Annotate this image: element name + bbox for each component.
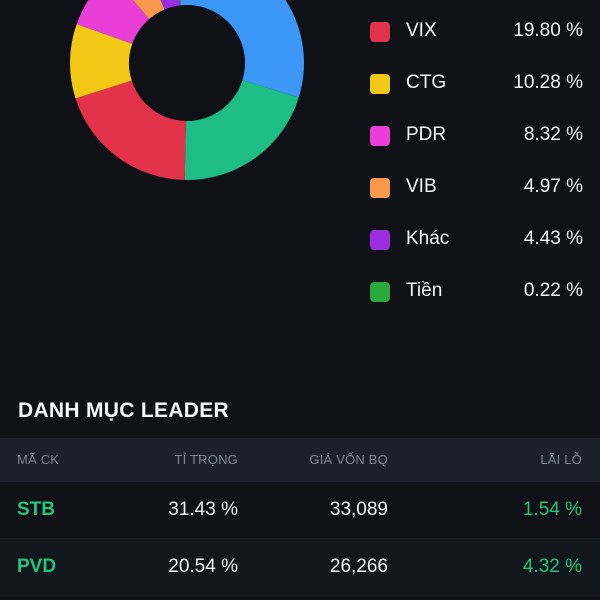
legend-value: 4.97 %: [523, 176, 583, 197]
header-weight[interactable]: TỈ TRỌNG: [174, 452, 238, 467]
legend-value: 4.43 %: [523, 228, 583, 249]
cell-pnl: 1.54 %: [522, 499, 582, 520]
allocation-legend: VIX 19.80 % CTG 10.28 % PDR 8.32 % VIB 4…: [370, 14, 585, 326]
legend-value: 0.22 %: [523, 280, 583, 301]
donut-slice-stb[interactable]: [175, 0, 304, 98]
legend-swatch: [370, 74, 390, 94]
legend-value: 19.80 %: [513, 20, 583, 41]
cell-pnl: 4.32 %: [522, 556, 582, 577]
legend-item-tien[interactable]: Tiền 0.22 %: [370, 274, 585, 326]
legend-item-khac[interactable]: Khác 4.43 %: [370, 222, 585, 274]
legend-item-ctg[interactable]: CTG 10.28 %: [370, 66, 585, 118]
cell-weight: 20.54 %: [168, 556, 238, 577]
donut-slice-vib[interactable]: [111, 0, 165, 19]
leader-table: MÃ CK TỈ TRỌNG GIÁ VỐN BQ LÃI LỖ STB 31.…: [0, 438, 600, 596]
legend-item-vib[interactable]: VIB 4.97 %: [370, 170, 585, 222]
legend-item-pdr[interactable]: PDR 8.32 %: [370, 118, 585, 170]
donut-slice-pdr[interactable]: [76, 0, 150, 44]
donut-slice-vix[interactable]: [75, 80, 186, 180]
header-ticker[interactable]: MÃ CK: [17, 452, 60, 467]
legend-label: VIB: [406, 176, 437, 197]
table-row-pvd[interactable]: PVD 20.54 % 26,266 4.32 %: [0, 539, 600, 596]
legend-swatch: [370, 22, 390, 42]
legend-swatch: [370, 230, 390, 250]
section-title-leader: DANH MỤC LEADER: [18, 399, 229, 422]
cell-ticker: PVD: [17, 556, 57, 577]
table-row-stb[interactable]: STB 31.43 % 33,089 1.54 %: [0, 482, 600, 539]
header-pnl[interactable]: LÃI LỖ: [540, 452, 582, 467]
legend-label: Tiền: [406, 280, 443, 301]
legend-label: PDR: [406, 124, 447, 145]
legend-swatch: [370, 126, 390, 146]
cell-avg-cost: 26,266: [329, 556, 388, 577]
allocation-donut-chart: [0, 0, 340, 200]
donut-svg: [70, 0, 304, 180]
header-avg-cost[interactable]: GIÁ VỐN BQ: [309, 452, 388, 467]
donut-slice-khác[interactable]: [142, 0, 181, 10]
cell-weight: 31.43 %: [168, 499, 238, 520]
legend-value: 10.28 %: [513, 72, 583, 93]
donut-slice-ctg[interactable]: [70, 24, 133, 99]
legend-label: VIX: [406, 20, 437, 41]
donut-slice-pvd[interactable]: [184, 80, 299, 180]
legend-value: 8.32 %: [523, 124, 583, 145]
table-header: MÃ CK TỈ TRỌNG GIÁ VỐN BQ LÃI LỖ: [0, 438, 600, 482]
cell-ticker: STB: [17, 499, 55, 520]
legend-swatch: [370, 282, 390, 302]
legend-label: CTG: [406, 72, 447, 93]
legend-item-vix[interactable]: VIX 19.80 %: [370, 14, 585, 66]
legend-label: Khác: [406, 228, 450, 249]
donut-slice-tiền[interactable]: [173, 0, 181, 6]
legend-swatch: [370, 178, 390, 198]
cell-avg-cost: 33,089: [329, 499, 388, 520]
